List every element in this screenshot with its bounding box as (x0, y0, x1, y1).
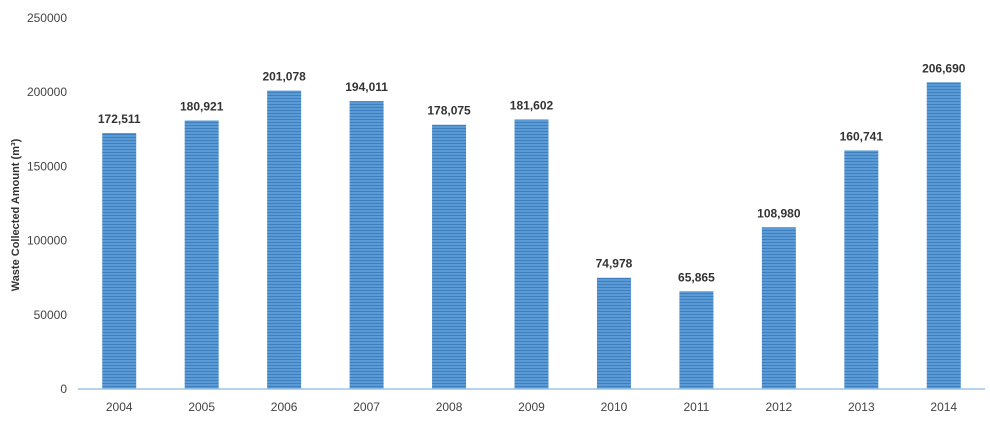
x-tick-label-2014: 2014 (930, 400, 957, 414)
data-label-2004: 172,511 (98, 112, 141, 126)
bar-2014 (926, 82, 961, 390)
bar-2009 (514, 119, 549, 390)
x-tick-label-2009: 2009 (518, 400, 545, 414)
bar-2005 (184, 120, 219, 389)
data-label-2011: 65,865 (678, 270, 715, 284)
y-axis-label: Waste Collected Amount (m³) (10, 138, 22, 291)
y-tick-label: 0 (60, 382, 67, 396)
y-tick-label: 100000 (27, 234, 67, 248)
data-label-2008: 178,075 (427, 104, 471, 118)
y-tick-label: 50000 (34, 308, 68, 322)
x-tick-label-2008: 2008 (436, 400, 463, 414)
x-tick-label-2004: 2004 (106, 400, 133, 414)
data-label-2013: 160,741 (840, 129, 884, 143)
x-tick-label-2012: 2012 (766, 400, 793, 414)
data-label-2009: 181,602 (510, 99, 554, 113)
y-tick-label: 250000 (27, 11, 67, 25)
bar-2012 (761, 227, 796, 389)
y-tick-label: 150000 (27, 159, 67, 173)
bar-2007 (349, 101, 384, 389)
data-label-2006: 201,078 (262, 70, 306, 84)
x-tick-label-2006: 2006 (271, 400, 298, 414)
bar-2008 (432, 124, 467, 390)
bar-2013 (844, 150, 879, 389)
bar-2004 (102, 132, 137, 389)
data-label-2012: 108,980 (757, 206, 801, 220)
bar-2011 (679, 291, 714, 389)
x-tick-label-2010: 2010 (601, 400, 628, 414)
data-label-2007: 194,011 (345, 80, 388, 94)
bar-2010 (596, 277, 631, 389)
x-tick-label-2007: 2007 (353, 400, 380, 414)
data-label-2005: 180,921 (180, 100, 224, 114)
x-tick-label-2011: 2011 (684, 400, 710, 414)
data-label-2010: 74,978 (596, 257, 633, 271)
x-tick-label-2005: 2005 (188, 400, 215, 414)
bar-2006 (267, 90, 302, 389)
x-tick-label-2013: 2013 (848, 400, 875, 414)
data-label-2014: 206,690 (922, 61, 966, 75)
y-tick-label: 200000 (27, 85, 67, 99)
